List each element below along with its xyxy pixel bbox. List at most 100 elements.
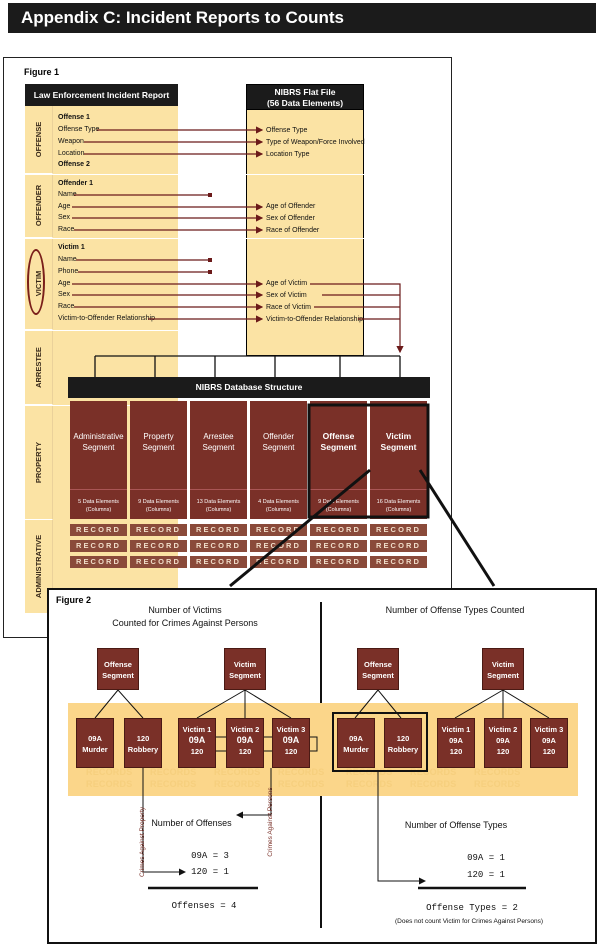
record-cell: RECORD [370,540,427,552]
left-offense-09a-box: 09A Murder [76,718,114,768]
left-offense-120-box: 120 Robbery [124,718,162,768]
flat-sex-of-offender: Sex of Offender [266,215,315,222]
segment-administrative: Administrative Segment [70,401,127,489]
left-offense-segment-box: Offense Segment [97,648,139,690]
offense-1-heading: Offense 1 [58,114,90,121]
figure-2-label: Figure 2 [56,595,92,605]
victim-race-field: Race [58,303,75,310]
right-total-offense-types: Offense Types = 2 [426,903,518,913]
figure-1-label: Figure 1 [24,67,60,77]
weapon-field: Weapon [58,138,84,145]
records-watermark: RECORDS [410,779,457,789]
segment-property: Property Segment [130,401,187,489]
records-watermark: RECORDS [278,767,325,777]
segment-victim-elements: 16 Data Elements (Columns) [370,489,427,519]
victim-name-field: Name [58,256,77,263]
records-watermark: RECORDS [474,767,521,777]
records-watermark: RECORDS [86,779,133,789]
records-watermark: RECORDS [346,779,393,789]
number-of-offenses-title: Number of Offenses [151,818,232,828]
right-count-09a: 09A = 1 [467,853,505,863]
records-watermark: RECORDS [86,767,133,777]
page-title: Appendix C: Incident Reports to Counts [8,3,596,33]
record-cell: RECORD [130,540,187,552]
offender-name-field: Name [58,191,77,198]
right-offense-segment-box: Offense Segment [357,648,399,690]
segment-arrestee: Arrestee Segment [190,401,247,489]
segment-property-elements: 9 Data Elements (Columns) [130,489,187,519]
record-cell: RECORD [130,524,187,536]
segment-victim: Victim Segment [370,401,427,489]
victim-1-heading: Victim 1 [58,244,85,251]
flat-victim-relationship: Victim-to-Offender Relationship [266,316,364,323]
right-victim-2-box: Victim 2 09A 120 [484,718,522,768]
flat-race-of-offender: Race of Offender [266,227,320,234]
records-watermark: RECORDS [278,779,325,789]
victim-phone-field: Phone [58,268,79,275]
section-offense: OFFENSE [25,106,53,174]
records-watermark: RECORDS [150,767,197,777]
offense-2-heading: Offense 2 [58,161,90,168]
offender-race-field: Race [58,226,75,233]
left-victim-segment-box: Victim Segment [224,648,266,690]
flat-age-of-offender: Age of Offender [266,203,316,210]
section-offender: OFFENDER [25,174,53,238]
offense-type-field: Offense Type [58,126,100,133]
number-of-offense-types-title: Number of Offense Types [404,820,508,830]
record-cell: RECORD [190,556,247,568]
records-watermark: RECORDS [150,779,197,789]
segment-administrative-elements: 5 Data Elements (Columns) [70,489,127,519]
segment-arrestee-elements: 13 Data Elements (Columns) [190,489,247,519]
victims-count-title-line1: Number of Victims [148,605,222,615]
section-arrestee: ARRESTEE [25,330,53,405]
offender-sex-field: Sex [58,214,71,221]
right-offense-09a-box: 09A Murder [337,718,375,768]
victim-relationship-field: Victim-to-Offender Relationship [58,315,156,322]
right-offense-120-box: 120 Robbery [384,718,422,768]
record-cell: RECORD [70,524,127,536]
figure-1-arrows [72,126,405,397]
db-structure-header: NIBRS Database Structure [68,377,430,398]
right-victim-3-box: Victim 3 09A 120 [530,718,568,768]
offender-1-heading: Offender 1 [58,180,94,187]
crimes-against-property-label: Crimes Against Property [139,806,146,878]
record-cell: RECORD [70,540,127,552]
right-note: (Does not count Victim for Crimes Agains… [395,918,543,925]
incident-report-header: Law Enforcement Incident Report [25,84,178,106]
flat-race-of-victim: Race of Victim [266,304,311,311]
record-cell: RECORD [310,540,367,552]
record-cell: RECORD [130,556,187,568]
record-cell: RECORD [310,556,367,568]
left-victim-3-box: Victim 3 09A 120 [272,718,310,768]
segment-offense: Offense Segment [310,401,367,489]
location-field: Location [58,150,85,157]
record-cell: RECORD [190,540,247,552]
records-watermark: RECORDS [214,767,261,777]
crimes-against-persons-label: Crimes Against Persons [267,787,274,857]
left-victim-2-box: Victim 2 09A 120 [226,718,264,768]
nibrs-flat-file-header: NIBRS Flat File (56 Data Elements) [246,84,364,110]
flat-age-of-victim: Age of Victim [266,280,308,287]
right-victim-segment-box: Victim Segment [482,648,524,690]
flat-offense-type: Offense Type [266,127,308,134]
records-watermark: RECORDS [474,779,521,789]
left-victim-1-box: Victim 1 09A 120 [178,718,216,768]
nibrs-flat-file-body [246,110,364,356]
segment-offense-elements: 9 Data Elements (Columns) [310,489,367,519]
record-cell: RECORD [370,556,427,568]
segment-offender-elements: 4 Data Elements (Columns) [250,489,307,519]
flat-sex-of-victim: Sex of Victim [266,292,307,299]
victim-age-field: Age [58,280,71,287]
record-cell: RECORD [70,556,127,568]
victim-sex-field: Sex [58,291,71,298]
records-watermark: RECORDS [410,767,457,777]
segment-offender: Offender Segment [250,401,307,489]
flat-location-type: Location Type [266,151,310,158]
left-count-120: 120 = 1 [191,867,229,877]
offense-types-title: Number of Offense Types Counted [385,605,525,615]
right-victim-1-box: Victim 1 09A 120 [437,718,475,768]
section-property: PROPERTY [25,405,53,520]
right-count-120: 120 = 1 [467,870,505,880]
